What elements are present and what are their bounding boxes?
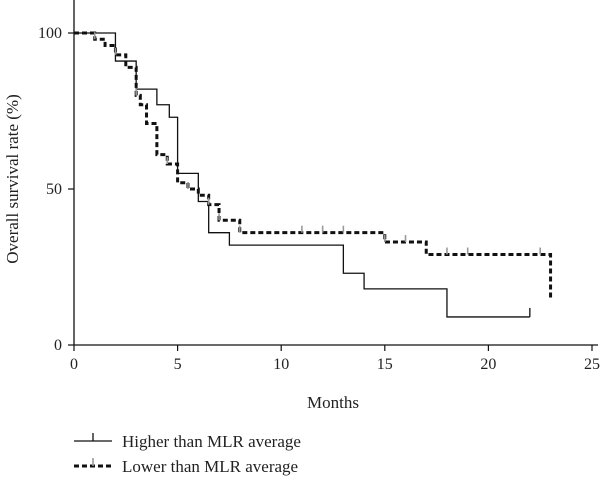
x-axis-label: Months [307,393,359,412]
x-tick-label: 25 [584,356,600,373]
y-axis-label: Overall survival rate (%) [3,94,22,263]
survival-curve-lower [74,31,553,299]
ticks: 0 5 10 15 20 25 0 50 100 [38,25,600,373]
axes [73,0,598,346]
series-group [74,31,553,318]
y-tick-label: 100 [38,25,62,42]
y-tick-label: 50 [46,181,62,198]
x-tick-label: 5 [174,356,182,373]
legend: Higher than MLR average Lower than MLR a… [74,432,301,476]
y-tick-label: 0 [54,337,62,354]
legend-label-lower: Lower than MLR average [122,457,298,476]
legend-label-higher: Higher than MLR average [122,432,301,451]
x-tick-label: 20 [480,356,496,373]
x-tick-label: 15 [377,356,393,373]
x-tick-label: 0 [70,356,78,373]
x-tick-label: 10 [273,356,289,373]
survival-curve-higher [74,32,530,318]
